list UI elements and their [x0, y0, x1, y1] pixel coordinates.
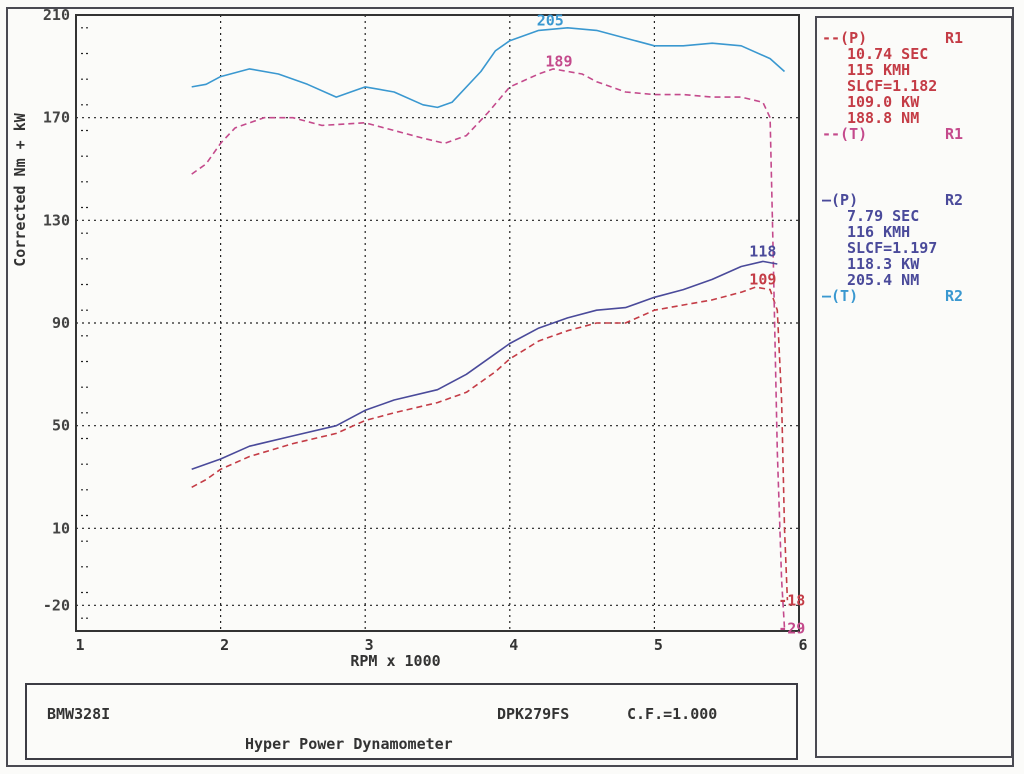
r1-slcf: SLCF=1.182: [847, 77, 938, 95]
y-tick-label: 210: [43, 6, 70, 24]
r2-time: 7.79 SEC: [847, 207, 920, 225]
y-tick-label: 10: [52, 519, 70, 537]
x-tick-label: 2: [220, 636, 229, 654]
peak-annotation: 109: [749, 271, 776, 289]
r1-peak-torque: 188.8 NM: [847, 109, 920, 127]
dyno-sheet-frame: [6, 7, 1014, 767]
x-tick-label: 3: [365, 636, 374, 654]
r2-power-legend-label: —(P): [822, 191, 859, 209]
r1-torque-legend-label: --(T): [822, 125, 868, 143]
run-legend: --(P) R1 10.74 SEC 115 KMH SLCF=1.182 10…: [815, 16, 1013, 758]
dyno-title: Hyper Power Dynamometer: [245, 735, 453, 753]
r2-torque-legend-label: —(T): [822, 287, 859, 305]
series-line-1: [191, 68, 786, 629]
r1-time: 10.74 SEC: [847, 45, 929, 63]
r2-power-legend-run: R2: [945, 191, 964, 209]
r1-speed: 115 KMH: [847, 61, 911, 79]
r1-power-legend-label: --(P): [822, 29, 868, 47]
y-tick-label: 90: [52, 314, 70, 332]
series-line-2: [191, 260, 778, 471]
r1-power-legend-run: R1: [945, 29, 964, 47]
vehicle-model: BMW328I: [47, 705, 111, 723]
series-line-0: [191, 286, 789, 601]
r1-torque-legend-run: R1: [945, 125, 964, 143]
r2-peak-power: 118.3 KW: [847, 255, 920, 273]
report-footer: BMW328I DPK279FS C.F.=1.000 Hyper Power …: [25, 683, 798, 760]
correction-factor: C.F.=1.000: [627, 705, 718, 723]
peak-annotation: -18: [778, 591, 805, 609]
series-line-3: [191, 26, 786, 109]
x-tick-label: 5: [654, 636, 663, 654]
x-tick-label: 4: [509, 636, 518, 654]
r2-slcf: SLCF=1.197: [847, 239, 938, 257]
y-tick-label: -20: [43, 596, 70, 614]
y-tick-label: 130: [43, 211, 70, 229]
r2-peak-torque: 205.4 NM: [847, 271, 920, 289]
plot-area-frame: [75, 14, 800, 632]
peak-annotation: 118: [749, 242, 776, 260]
x-axis-label: RPM x 1000: [350, 652, 440, 670]
y-tick-label: 50: [52, 417, 70, 435]
peak-annotation: 189: [545, 52, 572, 70]
y-axis-label: Corrected Nm + kW: [11, 112, 29, 266]
r2-torque-legend-run: R2: [945, 287, 964, 305]
r2-speed: 116 KMH: [847, 223, 911, 241]
r1-peak-power: 109.0 KW: [847, 93, 920, 111]
peak-annotation: -29: [778, 620, 805, 638]
x-tick-label: 6: [798, 636, 807, 654]
peak-annotation: 205: [537, 11, 564, 29]
y-tick-label: 170: [43, 109, 70, 127]
registration-plate: DPK279FS: [497, 705, 570, 723]
x-tick-label: 1: [75, 636, 84, 654]
